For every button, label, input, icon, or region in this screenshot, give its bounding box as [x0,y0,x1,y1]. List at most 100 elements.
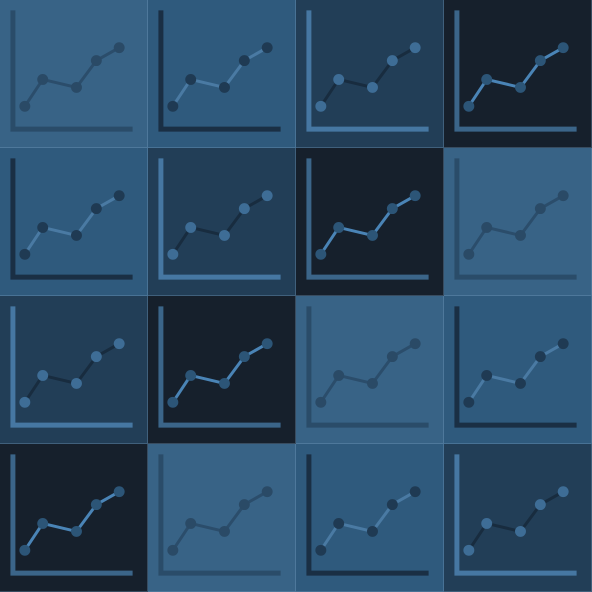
chart-point [463,100,475,112]
chart-axes [10,306,133,428]
chart-point [261,338,273,350]
line-chart-icon [10,454,133,576]
chart-point [185,73,197,85]
chart-tile [0,444,148,592]
line-chart-icon [306,454,429,576]
chart-point [386,351,398,363]
chart-point [515,525,526,537]
chart-axes [306,454,429,576]
chart-point [315,100,327,112]
chart-tile [296,0,444,148]
chart-point [113,42,125,54]
chart-axes [306,10,429,132]
chart-point [113,190,125,202]
line-chart-icon [306,10,429,132]
chart-axes [306,306,429,428]
line-chart-icon [158,158,281,280]
line-chart-icon [454,306,577,428]
chart-axes [158,10,281,132]
chart-point [71,229,82,241]
chart-point [37,517,49,529]
chart-tile [296,296,444,444]
chart-point [37,73,49,85]
chart-point [515,229,526,241]
chart-point [19,248,31,260]
chart-point [261,190,273,202]
chart-point [463,248,475,260]
chart-tile [444,0,592,148]
chart-point [185,221,197,233]
chart-point [219,229,230,241]
chart-tile [0,296,148,444]
line-chart-icon [454,454,577,576]
chart-point [71,525,82,537]
chart-axes [306,158,429,280]
chart-axes [158,454,281,576]
chart-point [409,42,421,54]
chart-axes [454,158,577,280]
chart-point [386,499,398,511]
chart-point [315,544,327,556]
chart-tile [444,148,592,296]
chart-tile [444,444,592,592]
chart-point [367,229,378,241]
chart-point [219,81,230,93]
chart-point [386,55,398,67]
chart-point [238,55,250,67]
chart-point [90,351,102,363]
chart-point [238,499,250,511]
chart-axes [158,306,281,428]
chart-point [113,486,125,498]
chart-point [534,351,546,363]
line-chart-icon [10,306,133,428]
chart-point [219,377,230,389]
chart-tile [0,148,148,296]
chart-point [534,499,546,511]
chart-axes [158,158,281,280]
chart-point [333,517,345,529]
chart-axes [10,454,133,576]
chart-point [167,396,179,408]
chart-tile [0,0,148,148]
chart-point [167,248,179,260]
chart-point [333,73,345,85]
chart-point [315,396,327,408]
chart-point [463,544,475,556]
line-chart-icon [454,10,577,132]
chart-point [557,190,569,202]
chart-point [185,369,197,381]
chart-point [557,338,569,350]
chart-point [19,100,31,112]
line-chart-icon [306,158,429,280]
line-chart-icon [158,454,281,576]
chart-point [238,203,250,215]
chart-tile [296,444,444,592]
chart-point [367,377,378,389]
chart-point [481,73,493,85]
chart-point [557,42,569,54]
chart-point [367,525,378,537]
chart-point [333,369,345,381]
chart-point [167,100,179,112]
chart-point [386,203,398,215]
chart-point [409,486,421,498]
chart-axes [454,306,577,428]
chart-axes [10,158,133,280]
line-chart-icon [306,306,429,428]
chart-tile [296,148,444,296]
line-chart-icon [454,158,577,280]
chart-point [463,396,475,408]
chart-point [315,248,327,260]
chart-point [481,517,493,529]
chart-point [238,351,250,363]
line-chart-icon [158,306,281,428]
chart-point [219,525,230,537]
chart-axes [454,454,577,576]
chart-point [261,42,273,54]
chart-point [261,486,273,498]
chart-point [185,517,197,529]
chart-point [90,499,102,511]
chart-point [71,81,82,93]
chart-point [19,396,31,408]
